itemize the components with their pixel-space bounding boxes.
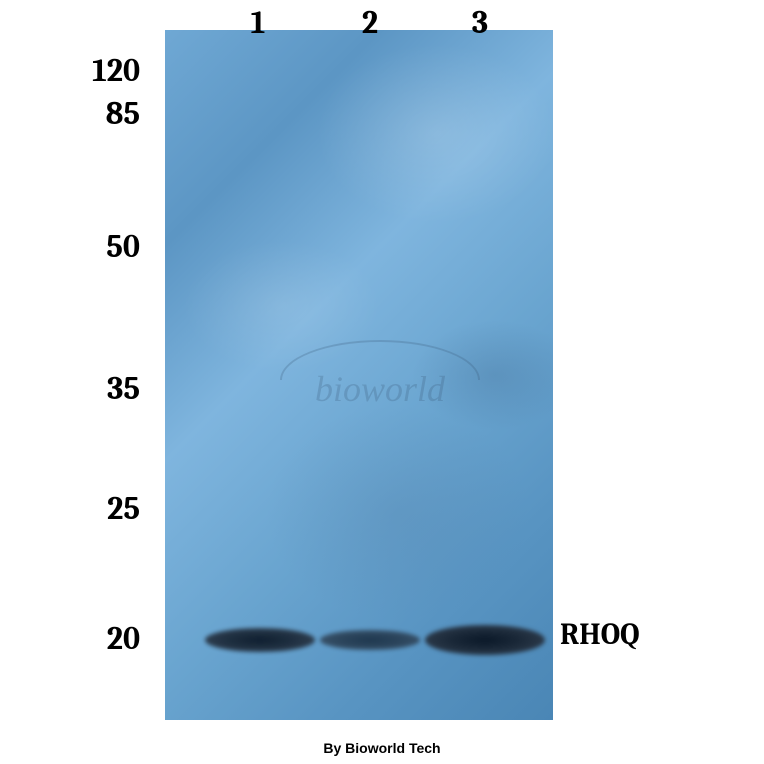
mw-label-25: 25 — [60, 490, 140, 527]
mw-label-85: 85 — [60, 95, 140, 132]
figure-container: 1 2 3 120 85 50 35 25 20 RHOQ bioworld B… — [0, 0, 764, 764]
protein-label-rhoq: RHOQ — [560, 617, 640, 652]
lane-label-1: 1 — [251, 4, 266, 41]
lane-label-2: 2 — [362, 4, 378, 41]
band-lane-1 — [205, 628, 315, 652]
membrane-texture — [165, 30, 553, 720]
mw-label-35: 35 — [60, 370, 140, 407]
mw-label-120: 120 — [60, 52, 140, 89]
western-blot-membrane — [165, 30, 553, 720]
band-lane-3 — [425, 625, 545, 655]
band-lane-2 — [320, 630, 420, 650]
credit-text: By Bioworld Tech — [0, 740, 764, 756]
mw-label-20: 20 — [60, 620, 140, 657]
mw-label-50: 50 — [60, 228, 140, 265]
lane-label-3: 3 — [472, 4, 488, 41]
